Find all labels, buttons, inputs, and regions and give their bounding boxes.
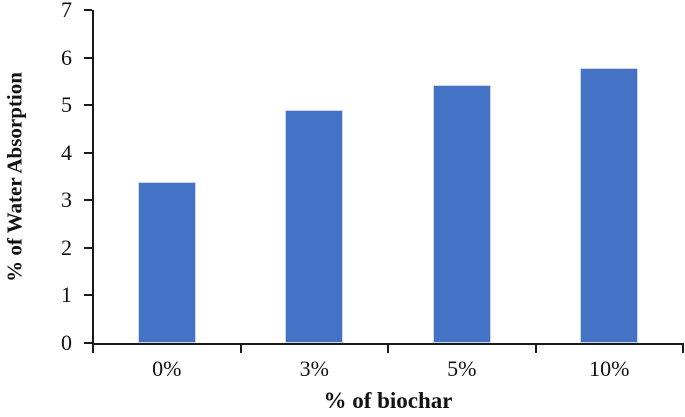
y-axis-tick <box>84 104 92 107</box>
y-axis-tick-label: 0 <box>61 330 72 355</box>
y-axis-tick-label: 4 <box>61 139 72 165</box>
y-axis-tick <box>84 246 92 249</box>
y-axis-tick <box>84 9 92 11</box>
y-axis-title: % of Water Absorption <box>2 72 27 282</box>
x-axis-category-label: 10% <box>589 356 630 381</box>
x-axis-category-label: 3% <box>299 356 329 381</box>
x-axis-tick <box>239 345 242 353</box>
bar-3% <box>285 110 344 343</box>
bar-5% <box>432 84 491 343</box>
bar-10% <box>580 67 639 343</box>
y-axis-tick <box>84 294 92 297</box>
x-axis-tick <box>534 345 537 353</box>
x-axis-category-label: 5% <box>447 356 477 381</box>
y-axis-tick-label: 3 <box>61 187 72 213</box>
y-axis-tick-label: 7 <box>61 0 72 22</box>
x-axis-tick <box>92 345 94 353</box>
y-axis-tick-label: 2 <box>61 234 72 260</box>
x-axis-title: % of biochar <box>323 388 453 413</box>
y-axis-tick-label: 1 <box>61 282 72 308</box>
y-axis-tick <box>84 199 92 202</box>
y-axis-line <box>92 10 94 345</box>
x-axis-tick <box>682 345 684 353</box>
x-axis-category-label: 0% <box>152 356 182 381</box>
y-axis-tick <box>84 56 92 59</box>
bar-0% <box>137 181 196 343</box>
x-axis-tick <box>387 345 389 353</box>
y-axis-tick <box>84 342 92 344</box>
y-axis-tick-label: 6 <box>61 44 72 70</box>
y-axis-tick-label: 5 <box>61 92 72 118</box>
x-axis-line <box>92 343 684 345</box>
y-axis-tick <box>84 151 92 154</box>
